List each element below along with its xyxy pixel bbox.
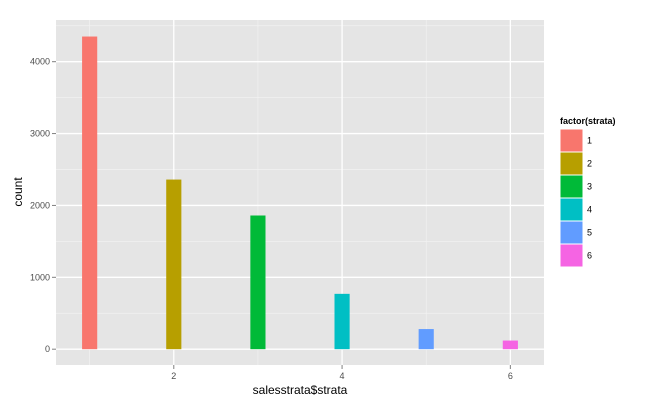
bar-strata-5 xyxy=(418,329,434,350)
y-tick-label: 2000 xyxy=(30,200,50,210)
y-axis-ticks: 0 1000 2000 3000 4000 xyxy=(30,57,56,354)
plot-panel xyxy=(56,20,544,365)
bar-strata-4 xyxy=(334,293,350,350)
legend-key-6 xyxy=(559,243,584,268)
y-tick-label: 4000 xyxy=(30,57,50,67)
x-tick-label: 4 xyxy=(340,371,345,381)
x-axis-ticks: 2 4 6 xyxy=(171,365,513,381)
legend-key-4 xyxy=(559,197,584,222)
y-tick-label: 0 xyxy=(45,344,50,354)
y-tick-label: 1000 xyxy=(30,272,50,282)
legend-label-2: 2 xyxy=(587,159,592,169)
legend-title: factor(strata) xyxy=(560,116,616,126)
legend-label-1: 1 xyxy=(587,136,592,146)
legend-label-5: 5 xyxy=(587,228,592,238)
legend-key-3 xyxy=(559,174,584,199)
y-tick-label: 3000 xyxy=(30,129,50,139)
legend-key-2 xyxy=(559,151,584,176)
y-axis-title: count xyxy=(11,177,25,207)
legend-key-1 xyxy=(559,128,584,153)
bar-strata-1 xyxy=(82,36,98,350)
x-axis-title: salesstrata$strata xyxy=(253,383,348,397)
bar-strata-6 xyxy=(502,340,518,350)
bar-strata-2 xyxy=(166,179,182,350)
x-tick-label: 2 xyxy=(171,371,176,381)
legend-label-3: 3 xyxy=(587,182,592,192)
legend-key-5 xyxy=(559,220,584,245)
x-tick-label: 6 xyxy=(508,371,513,381)
legend-label-6: 6 xyxy=(587,251,592,261)
bars xyxy=(82,36,518,350)
legend: 1 2 3 4 5 6 xyxy=(559,128,592,268)
legend-label-4: 4 xyxy=(587,205,592,215)
bar-strata-3 xyxy=(250,215,266,350)
